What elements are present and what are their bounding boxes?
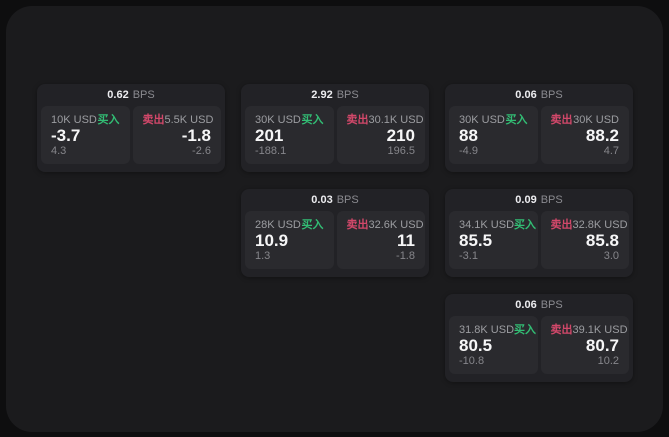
- bps-header: 0.06 BPS: [445, 84, 633, 106]
- sell-price: 85.8: [585, 231, 619, 250]
- quote-card-body: 31.8K USD 买入 80.5 -10.8 卖出 39.1K USD 80.…: [445, 316, 633, 378]
- bps-header: 0.09 BPS: [445, 189, 633, 211]
- bps-header: 2.92 BPS: [241, 84, 429, 106]
- buy-price: -3.7: [51, 126, 81, 145]
- buy-tile[interactable]: 10K USD 买入 -3.7 4.3: [41, 106, 130, 164]
- sell-tile[interactable]: 卖出 39.1K USD 80.7 10.2: [540, 316, 629, 374]
- sell-notional: 30K USD: [573, 114, 619, 126]
- buy-price: 10.9: [255, 231, 289, 250]
- sell-price: -1.8: [181, 126, 211, 145]
- sell-tile[interactable]: 卖出 32.8K USD 85.8 3.0: [540, 211, 629, 269]
- bps-unit-label: BPS: [540, 194, 563, 206]
- buy-side-label: 买入: [514, 219, 537, 231]
- quote-card-body: 10K USD 买入 -3.7 4.3 卖出 5.5K USD -1.8 -2.…: [37, 106, 225, 168]
- sell-side-label: 卖出: [550, 324, 573, 336]
- bps-value: 0.62: [107, 89, 129, 101]
- buy-delta: -188.1: [255, 145, 287, 157]
- sell-price: 210: [386, 126, 415, 145]
- buy-delta: -10.8: [459, 355, 485, 367]
- buy-side-label: 买入: [505, 114, 528, 126]
- buy-tile[interactable]: 30K USD 买入 201 -188.1: [245, 106, 334, 164]
- buy-side-label: 买入: [301, 219, 324, 231]
- sell-tile[interactable]: 卖出 30K USD 88.2 4.7: [540, 106, 629, 164]
- quote-card[interactable]: 0.09 BPS 34.1K USD 买入 85.5 -3.1 卖出 32.8K…: [445, 189, 633, 277]
- sell-delta: 196.5: [387, 145, 415, 157]
- buy-price: 85.5: [459, 231, 493, 250]
- buy-delta: 1.3: [255, 250, 271, 262]
- buy-price: 201: [255, 126, 284, 145]
- sell-tile[interactable]: 卖出 5.5K USD -1.8 -2.6: [132, 106, 221, 164]
- quote-card[interactable]: 0.03 BPS 28K USD 买入 10.9 1.3 卖出 32.6K US…: [241, 189, 429, 277]
- bps-unit-label: BPS: [336, 194, 359, 206]
- bps-unit-label: BPS: [336, 89, 359, 101]
- bps-unit-label: BPS: [540, 299, 563, 311]
- sell-notional: 39.1K USD: [572, 324, 628, 336]
- sell-delta: -2.6: [192, 145, 211, 157]
- buy-side-label: 买入: [514, 324, 537, 336]
- sell-notional: 5.5K USD: [164, 114, 214, 126]
- sell-delta: 10.2: [597, 355, 619, 367]
- buy-notional: 30K USD: [255, 114, 301, 126]
- bps-header: 0.06 BPS: [445, 294, 633, 316]
- quote-card[interactable]: 2.92 BPS 30K USD 买入 201 -188.1 卖出 30.1K …: [241, 84, 429, 172]
- buy-notional: 28K USD: [255, 219, 301, 231]
- sell-side-label: 卖出: [550, 114, 573, 126]
- buy-tile[interactable]: 34.1K USD 买入 85.5 -3.1: [449, 211, 538, 269]
- buy-tile[interactable]: 31.8K USD 买入 80.5 -10.8: [449, 316, 538, 374]
- buy-side-label: 买入: [97, 114, 120, 126]
- buy-notional: 10K USD: [51, 114, 97, 126]
- buy-delta: -4.9: [459, 145, 478, 157]
- bps-unit-label: BPS: [132, 89, 155, 101]
- sell-notional: 30.1K USD: [368, 114, 424, 126]
- sell-tile[interactable]: 卖出 30.1K USD 210 196.5: [336, 106, 425, 164]
- quote-card-body: 30K USD 买入 88 -4.9 卖出 30K USD 88.2 4.7: [445, 106, 633, 168]
- bps-unit-label: BPS: [540, 89, 563, 101]
- quote-card-body: 34.1K USD 买入 85.5 -3.1 卖出 32.8K USD 85.8…: [445, 211, 633, 273]
- sell-price: 11: [397, 231, 415, 250]
- bps-value: 0.06: [515, 299, 537, 311]
- buy-side-label: 买入: [301, 114, 324, 126]
- quote-card[interactable]: 0.06 BPS 31.8K USD 买入 80.5 -10.8 卖出 39.1…: [445, 294, 633, 382]
- buy-price: 80.5: [459, 336, 493, 355]
- bps-header: 0.03 BPS: [241, 189, 429, 211]
- buy-tile[interactable]: 28K USD 买入 10.9 1.3: [245, 211, 334, 269]
- sell-side-label: 卖出: [142, 114, 165, 126]
- quote-board: 0.62 BPS 10K USD 买入 -3.7 4.3 卖出 5.5K USD…: [6, 6, 663, 432]
- sell-price: 88.2: [585, 126, 619, 145]
- sell-delta: 4.7: [603, 145, 619, 157]
- sell-side-label: 卖出: [550, 219, 573, 231]
- sell-notional: 32.6K USD: [368, 219, 424, 231]
- quote-card[interactable]: 0.62 BPS 10K USD 买入 -3.7 4.3 卖出 5.5K USD…: [37, 84, 225, 172]
- sell-tile[interactable]: 卖出 32.6K USD 11 -1.8: [336, 211, 425, 269]
- bps-value: 0.09: [515, 194, 537, 206]
- buy-tile[interactable]: 30K USD 买入 88 -4.9: [449, 106, 538, 164]
- sell-side-label: 卖出: [346, 114, 369, 126]
- buy-delta: -3.1: [459, 250, 478, 262]
- sell-price: 80.7: [585, 336, 619, 355]
- buy-notional: 34.1K USD: [459, 219, 515, 231]
- sell-delta: 3.0: [603, 250, 619, 262]
- bps-header: 0.62 BPS: [37, 84, 225, 106]
- bps-value: 0.03: [311, 194, 333, 206]
- quote-card[interactable]: 0.06 BPS 30K USD 买入 88 -4.9 卖出 30K USD 8…: [445, 84, 633, 172]
- sell-notional: 32.8K USD: [572, 219, 628, 231]
- buy-delta: 4.3: [51, 145, 67, 157]
- bps-value: 2.92: [311, 89, 333, 101]
- sell-side-label: 卖出: [346, 219, 369, 231]
- buy-notional: 31.8K USD: [459, 324, 515, 336]
- buy-notional: 30K USD: [459, 114, 505, 126]
- buy-price: 88: [459, 126, 478, 145]
- quote-card-body: 28K USD 买入 10.9 1.3 卖出 32.6K USD 11 -1.8: [241, 211, 429, 273]
- sell-delta: -1.8: [396, 250, 415, 262]
- quote-card-body: 30K USD 买入 201 -188.1 卖出 30.1K USD 210 1…: [241, 106, 429, 168]
- bps-value: 0.06: [515, 89, 537, 101]
